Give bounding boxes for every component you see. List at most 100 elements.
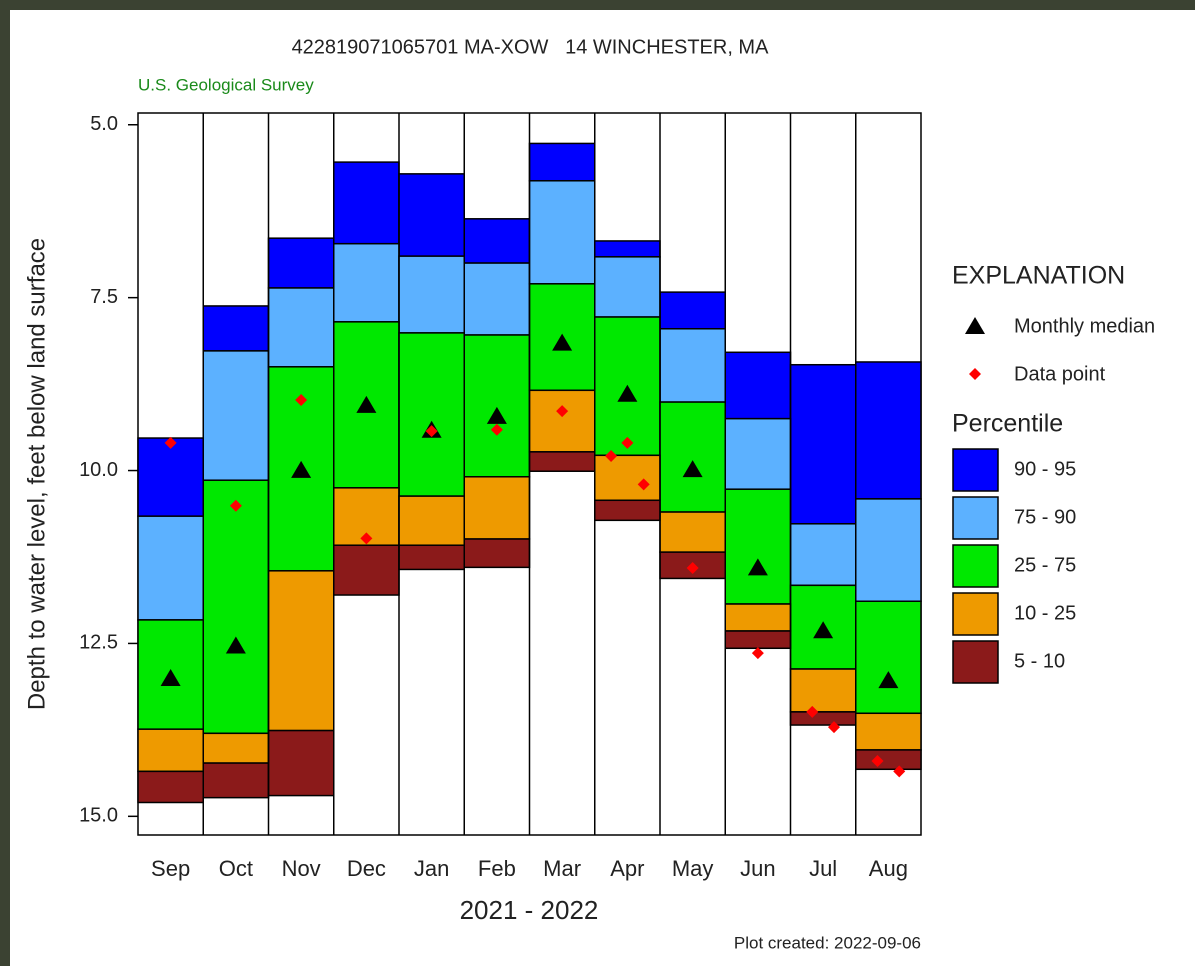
- percentile-band: [398, 544, 465, 571]
- percentile-band: [789, 363, 857, 525]
- data-point: [229, 499, 242, 512]
- legend-percentile-title: Percentile: [952, 410, 1063, 438]
- percentile-band: [398, 255, 465, 334]
- y-tick-label: 15.0: [79, 805, 118, 827]
- legend-label: 5 - 10: [1014, 650, 1065, 672]
- data-point: [425, 425, 438, 438]
- data-point: [605, 450, 618, 463]
- data-point: [828, 721, 840, 734]
- median-marker: [160, 669, 181, 687]
- percentile-band: [267, 287, 335, 368]
- legend-label: 10 - 25: [1014, 602, 1076, 624]
- percentile-band: [267, 729, 335, 797]
- percentile-band: [463, 262, 531, 336]
- percentile-band: [528, 451, 596, 472]
- percentile-band: [724, 603, 792, 632]
- x-tick-label: Jul: [809, 856, 837, 881]
- percentile-band: [659, 511, 726, 553]
- percentile-band: [528, 142, 596, 182]
- percentile-band: [594, 240, 661, 258]
- x-tick-label: Aug: [869, 856, 908, 881]
- median-marker: [682, 460, 703, 478]
- legend-swatch: [952, 448, 999, 492]
- median-marker: [813, 621, 834, 639]
- x-tick-label: May: [672, 856, 714, 881]
- legend-swatch: [952, 592, 999, 636]
- percentile-band: [659, 291, 726, 330]
- data-point: [686, 562, 699, 575]
- x-tick-label: Feb: [478, 856, 516, 881]
- percentile-band: [659, 328, 726, 403]
- percentile-band: [594, 454, 661, 502]
- percentile-band: [202, 350, 270, 481]
- x-tick-label: Sep: [151, 856, 190, 881]
- x-tick-label: Dec: [347, 856, 386, 881]
- data-point: [164, 436, 177, 449]
- data-point: [637, 478, 650, 491]
- percentile-band: [398, 495, 465, 546]
- median-marker: [617, 384, 638, 402]
- percentile-band: [789, 668, 857, 713]
- x-tick-label: Nov: [282, 856, 321, 881]
- median-marker: [356, 395, 377, 413]
- percentile-band: [594, 499, 661, 522]
- percentile-band: [333, 242, 400, 323]
- data-point: [556, 405, 569, 418]
- percentile-band: [137, 437, 204, 517]
- legend-label: 75 - 90: [1014, 506, 1076, 528]
- percentile-band: [724, 630, 792, 650]
- percentile-band: [267, 237, 335, 289]
- percentile-band: [594, 256, 661, 318]
- percentile-band: [724, 351, 792, 420]
- x-tick-label: Apr: [610, 856, 644, 881]
- median-marker: [225, 636, 246, 654]
- x-tick-label: Jun: [740, 856, 775, 881]
- percentile-band: [855, 600, 922, 715]
- percentile-band: [267, 570, 335, 732]
- chart-subtitle: U.S. Geological Survey: [138, 75, 314, 94]
- data-point: [806, 705, 819, 718]
- median-marker: [747, 558, 768, 576]
- legend-swatch: [952, 496, 999, 540]
- data-point: [490, 423, 503, 436]
- percentile-band: [202, 479, 270, 735]
- percentile-band: [724, 417, 792, 490]
- percentile-band: [789, 711, 857, 726]
- y-tick-label: 12.5: [79, 632, 118, 654]
- footnote: Plot created: 2022-09-06: [734, 933, 921, 952]
- chart-title: 422819071065701 MA-XOW 14 WINCHESTER, MA: [292, 36, 770, 58]
- percentile-band: [855, 361, 922, 500]
- percentile-band: [855, 712, 922, 751]
- y-tick-label: 5.0: [90, 113, 118, 135]
- legend-title: EXPLANATION: [952, 262, 1125, 290]
- percentile-band: [333, 544, 400, 596]
- percentile-band: [463, 334, 531, 478]
- data-point: [751, 647, 764, 660]
- legend-label: 25 - 75: [1014, 554, 1076, 576]
- data-point: [360, 532, 373, 545]
- percentile-band: [202, 762, 270, 799]
- median-marker: [486, 406, 507, 424]
- median-marker: [878, 671, 899, 689]
- x-tick-label: Jan: [414, 856, 449, 881]
- x-tick-label: Oct: [219, 856, 253, 881]
- x-axis-label: 2021 - 2022: [460, 895, 599, 925]
- percentile-band: [137, 728, 204, 773]
- percentile-band: [463, 476, 531, 540]
- percentile-band: [659, 401, 726, 513]
- y-tick-label: 10.0: [79, 459, 118, 481]
- x-tick-label: Mar: [543, 856, 581, 881]
- median-marker: [291, 460, 312, 478]
- data-point: [295, 394, 308, 407]
- percentile-band: [398, 332, 465, 497]
- percentile-band: [398, 173, 465, 257]
- data-point: [871, 755, 884, 768]
- percentile-band: [137, 770, 204, 804]
- percentile-band: [528, 180, 596, 285]
- legend-median-symbol: [965, 317, 985, 334]
- legend-label: Data point: [1014, 363, 1106, 385]
- percentile-band: [789, 523, 857, 587]
- legend-swatch: [952, 640, 999, 684]
- data-point: [621, 436, 634, 449]
